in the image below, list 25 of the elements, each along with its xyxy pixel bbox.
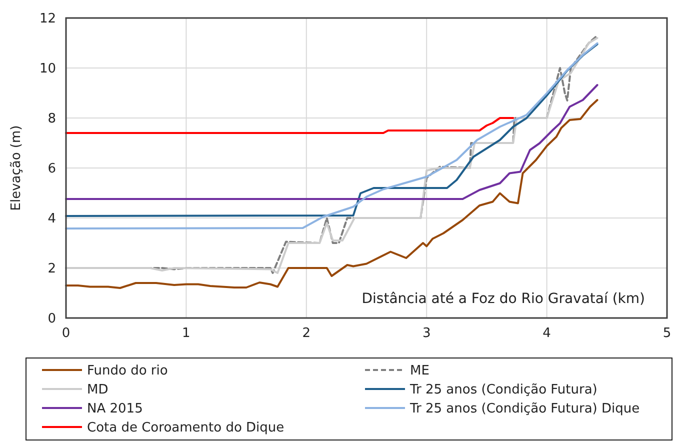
x-tick-label: 1 [182,326,190,341]
legend-label: ME [410,364,430,379]
x-tick-label: 4 [542,326,551,341]
legend-label: Cota de Coroamento do Dique [87,420,284,436]
x-tick-label: 2 [302,326,311,341]
line-series [65,99,598,289]
y-tick-label: 10 [39,62,56,77]
y-tick-label: 8 [48,112,56,127]
y-axis-title: Elevação (m) [9,125,24,211]
x-axis-title: Distância até a Foz do Rio Gravataí (km) [362,291,645,307]
y-tick-label: 12 [39,12,56,27]
legend-label: Tr 25 anos (Condição Futura) Dique [409,402,640,417]
x-tick-label: 0 [62,326,70,341]
y-tick-label: 0 [48,312,56,327]
y-tick-label: 4 [48,212,56,227]
legend-label: NA 2015 [87,402,143,417]
line-series [65,84,598,200]
x-tick-label: 3 [422,326,431,341]
line-series [65,117,514,134]
x-tick-label: 5 [662,326,672,341]
legend-label: MD [87,382,108,398]
y-tick-label: 6 [48,162,56,177]
legend-label: Tr 25 anos (Condição Futura) [409,382,598,398]
y-tick-label: 2 [48,262,56,277]
legend-label: Fundo do rio [87,364,168,379]
